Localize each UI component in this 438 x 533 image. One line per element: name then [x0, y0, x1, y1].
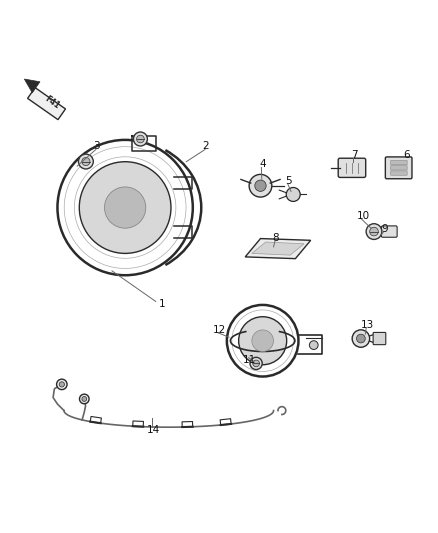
Circle shape	[79, 161, 171, 253]
Text: 14: 14	[147, 425, 160, 435]
Text: 9: 9	[381, 224, 388, 235]
Text: 10: 10	[357, 211, 370, 221]
Circle shape	[134, 132, 148, 146]
FancyBboxPatch shape	[381, 226, 397, 237]
Text: 5: 5	[286, 176, 292, 187]
Text: 4: 4	[259, 159, 266, 169]
FancyBboxPatch shape	[385, 157, 412, 179]
Polygon shape	[25, 79, 40, 93]
Circle shape	[78, 154, 93, 169]
FancyBboxPatch shape	[391, 166, 407, 170]
Text: 3: 3	[93, 141, 100, 151]
FancyBboxPatch shape	[391, 160, 407, 165]
Circle shape	[82, 157, 90, 166]
Text: 7: 7	[351, 150, 358, 160]
Circle shape	[309, 341, 318, 350]
Circle shape	[366, 224, 382, 239]
Text: 13: 13	[361, 320, 374, 330]
Circle shape	[252, 330, 273, 352]
Circle shape	[105, 187, 146, 228]
FancyBboxPatch shape	[373, 333, 386, 345]
Polygon shape	[28, 87, 66, 119]
Circle shape	[250, 357, 262, 369]
Polygon shape	[252, 242, 304, 255]
Text: 2: 2	[203, 141, 209, 151]
Text: F41: F41	[43, 94, 61, 111]
Circle shape	[253, 360, 259, 367]
Circle shape	[249, 174, 272, 197]
Text: 11: 11	[243, 356, 256, 365]
Text: 1: 1	[159, 298, 166, 309]
Circle shape	[239, 317, 287, 365]
FancyBboxPatch shape	[338, 158, 366, 177]
Circle shape	[370, 227, 378, 236]
Circle shape	[82, 397, 87, 401]
Circle shape	[137, 135, 144, 143]
Circle shape	[57, 379, 67, 390]
Circle shape	[255, 180, 266, 191]
Circle shape	[286, 188, 300, 201]
FancyBboxPatch shape	[391, 171, 407, 175]
Circle shape	[352, 330, 370, 348]
Text: 12: 12	[212, 325, 226, 335]
Circle shape	[79, 394, 89, 403]
Text: 8: 8	[272, 233, 279, 243]
Polygon shape	[245, 239, 311, 259]
Circle shape	[357, 334, 365, 343]
Circle shape	[59, 382, 64, 387]
Text: 6: 6	[403, 150, 410, 160]
